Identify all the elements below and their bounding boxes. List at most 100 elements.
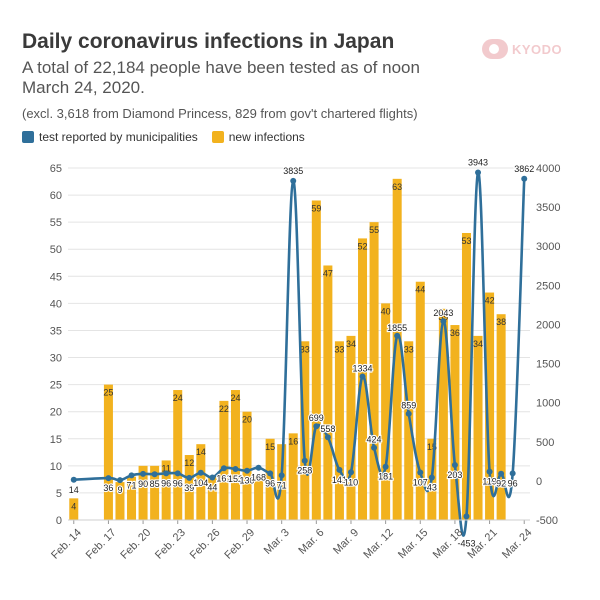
bar-value-label: 63 [392,182,402,192]
infection-bar [334,341,344,520]
right-axis-tick-label: 2000 [536,319,560,331]
tests-value-label: 558 [320,424,335,434]
tests-point [140,470,147,477]
tests-value-label: 1855 [387,323,407,333]
bar-value-label: 11 [162,463,171,473]
logo-icon [482,39,508,59]
left-axis-tick-label: 65 [50,163,62,175]
tests-point [486,468,493,475]
x-axis-tick-label: Mar. 6 [296,527,326,557]
right-axis-tick-label: 0 [536,476,542,488]
tests-point [509,470,516,477]
legend-item-infections: new infections [211,130,305,144]
infection-bar [242,411,252,520]
x-axis-tick-label: Feb. 14 [49,527,84,562]
bar-value-label: 40 [381,306,391,316]
bar-value-label: 34 [473,339,483,349]
right-axis-tick-label: 2500 [536,280,560,292]
left-axis-tick-label: 35 [50,325,62,337]
tests-point [163,470,170,477]
tests-line [73,171,526,537]
bar-value-label: 22 [219,404,229,414]
tests-point [463,513,470,520]
tests-value-label: 36 [103,483,113,493]
tests-value-label: 203 [447,470,462,480]
tests-point [336,466,343,473]
bar-value-label: 15 [427,442,437,452]
infection-bar [265,438,275,520]
tests-value-label: 90 [138,479,148,489]
tests-point [186,474,193,481]
infection-bar [184,455,194,520]
bar-value-label: 15 [265,442,275,452]
bar-value-label: 47 [323,268,333,278]
bar-value-label: 25 [103,388,113,398]
right-axis-tick-label: 500 [536,437,554,449]
bar-value-label: 33 [404,344,414,354]
bar-value-label: 20 [242,415,252,425]
bar-value-label: 24 [230,393,240,403]
tests-value-label: 71 [127,480,137,490]
infection-bar [150,465,160,520]
bar-value-label: 39 [438,312,448,322]
infection-bar [161,460,171,520]
bar-value-label: 34 [346,339,356,349]
bar-value-label: 36 [450,328,460,338]
infection-bar [254,476,264,520]
tests-value-label: 14 [69,485,79,495]
left-axis-tick-label: 5 [56,488,62,500]
infection-bar [115,482,125,520]
x-axis-tick-label: Feb. 26 [188,527,223,562]
infection-bar [404,341,414,520]
tests-value-label: 96 [265,478,275,488]
infection-bar [207,476,217,520]
tests-point [290,177,297,184]
tests-point [255,464,262,471]
left-axis-tick-label: 60 [50,190,62,202]
infection-bar [346,335,356,520]
tests-point [451,462,458,469]
infection-bar [438,308,448,520]
tests-point [417,469,424,476]
bar-value-label: 16 [288,436,298,446]
infection-bar [369,222,379,520]
x-axis-tick-label: Mar. 9 [331,527,361,557]
infection-bar [69,498,79,520]
tests-value-label: 85 [150,479,160,489]
bar-value-label: 53 [461,236,471,246]
tests-value-label: 107 [413,478,428,488]
infection-bar [103,384,113,520]
bar-value-label: 24 [173,393,183,403]
tests-point [244,467,251,474]
tests-point [267,470,274,477]
tests-value-label: 141 [332,475,347,485]
tests-value-label: 96 [173,478,183,488]
legend-label-tests: test reported by municipalities [39,130,198,144]
bar-value-label: 12 [184,458,194,468]
tests-point [174,470,181,477]
x-axis-tick-label: Feb. 20 [118,527,153,562]
left-axis-tick-label: 50 [50,244,62,256]
x-axis-tick-label: Feb. 29 [222,527,257,562]
tests-value-label: 699 [309,413,324,423]
tests-point [278,472,285,479]
infection-bar [311,200,321,520]
x-axis-tick-label: Feb. 17 [84,527,119,562]
infection-bar [127,476,137,520]
tests-point [116,477,123,484]
tests-point [151,471,158,478]
right-axis-tick-label: 4000 [536,163,560,175]
tests-value-label: 3943 [468,157,488,167]
tests-point [301,457,308,464]
tests-point [347,469,354,476]
x-axis-tick-label: Mar. 15 [396,527,430,561]
chart-legend: test reported by municipalities new infe… [22,130,319,144]
tests-value-label: 96 [161,478,171,488]
infection-bar [473,335,483,520]
right-axis-tick-label: 3000 [536,241,560,253]
infection-bar [381,303,391,520]
tests-value-label: 110 [344,477,358,487]
tests-value-label: 9 [117,485,122,495]
right-axis-tick-label: 3500 [536,202,560,214]
tests-value-label: 44 [207,482,217,492]
